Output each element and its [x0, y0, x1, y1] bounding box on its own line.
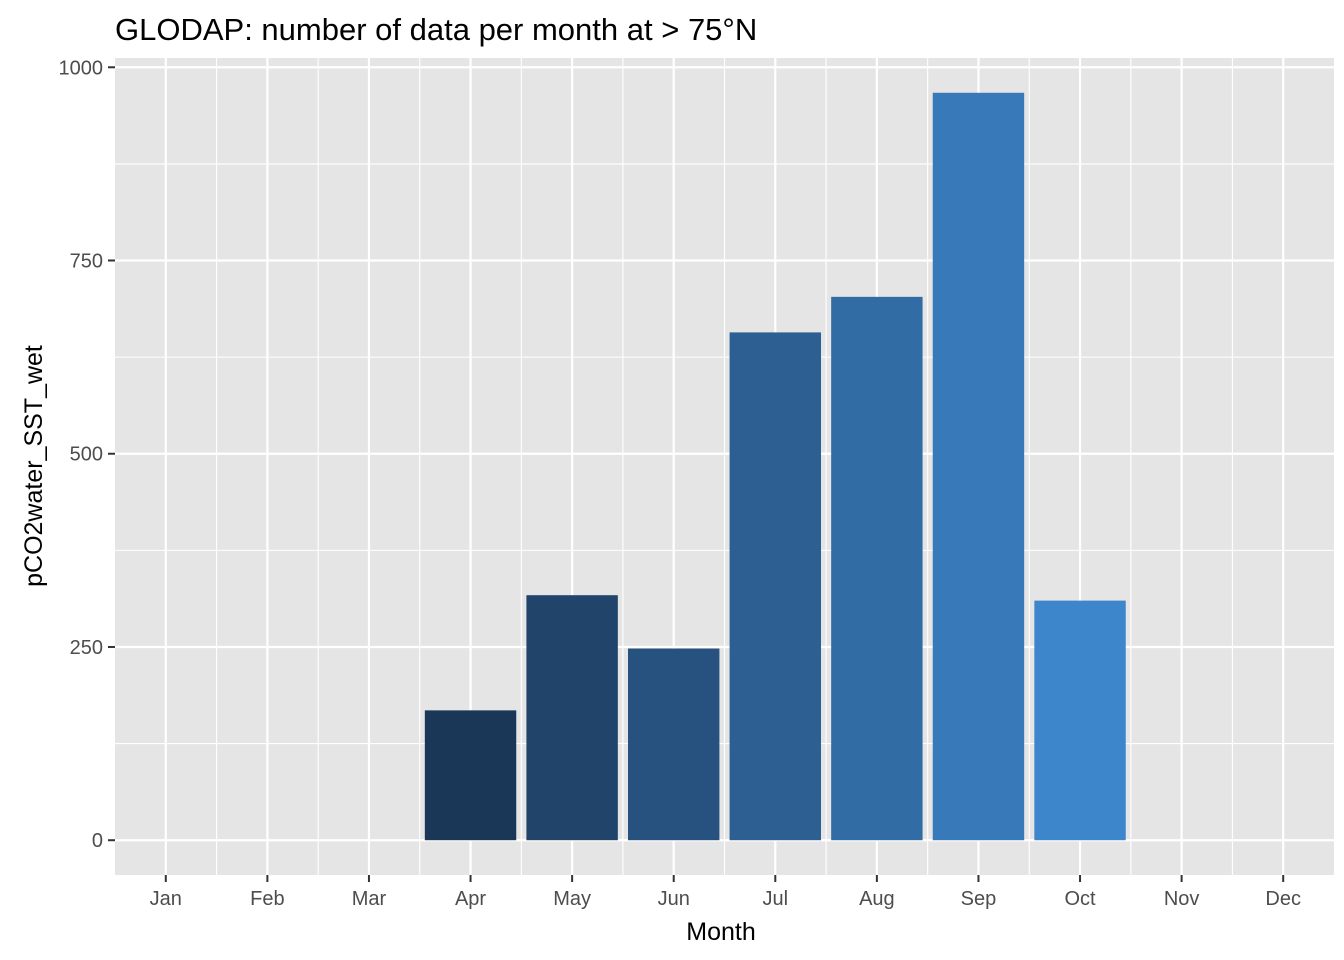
bar-jul: [729, 332, 822, 841]
x-tick-label: Jan: [150, 888, 182, 910]
y-tick-label: 0: [92, 830, 103, 852]
y-tick-label: 750: [70, 251, 103, 273]
x-tick-label: Oct: [1064, 888, 1096, 910]
bar-sep: [932, 92, 1025, 841]
bar-aug: [831, 296, 923, 841]
minor-gridlines: [115, 58, 1334, 875]
bar-may: [526, 595, 618, 841]
x-axis: Jan Feb Mar Apr May Jun Jul Aug Sep Oct Nov Dec: [150, 875, 1301, 910]
bar-jun: [627, 648, 720, 841]
x-axis-title: Month: [686, 918, 755, 946]
y-tick-label: 500: [70, 444, 103, 466]
x-tick-label: Apr: [455, 888, 486, 910]
x-tick-label: Nov: [1164, 888, 1200, 910]
x-tick-label: Jun: [658, 888, 690, 910]
x-tick-label: Feb: [250, 888, 284, 910]
y-axis-title: pCO2water_SST_wet: [20, 345, 48, 587]
bar-apr: [424, 710, 517, 841]
x-tick-label: May: [553, 888, 591, 910]
y-tick-label: 1000: [59, 57, 104, 79]
x-tick-label: Mar: [352, 888, 387, 910]
bar-oct: [1034, 600, 1126, 841]
x-tick-label: Sep: [961, 888, 997, 910]
x-tick-label: Aug: [859, 888, 895, 910]
x-tick-label: Dec: [1265, 888, 1301, 910]
y-axis: 0 250 500 750 1000: [59, 57, 115, 852]
y-tick-label: 250: [70, 637, 103, 659]
chart-title: GLODAP: number of data per month at > 75…: [115, 12, 757, 47]
bars: [424, 92, 1126, 841]
x-tick-label: Jul: [763, 888, 789, 910]
